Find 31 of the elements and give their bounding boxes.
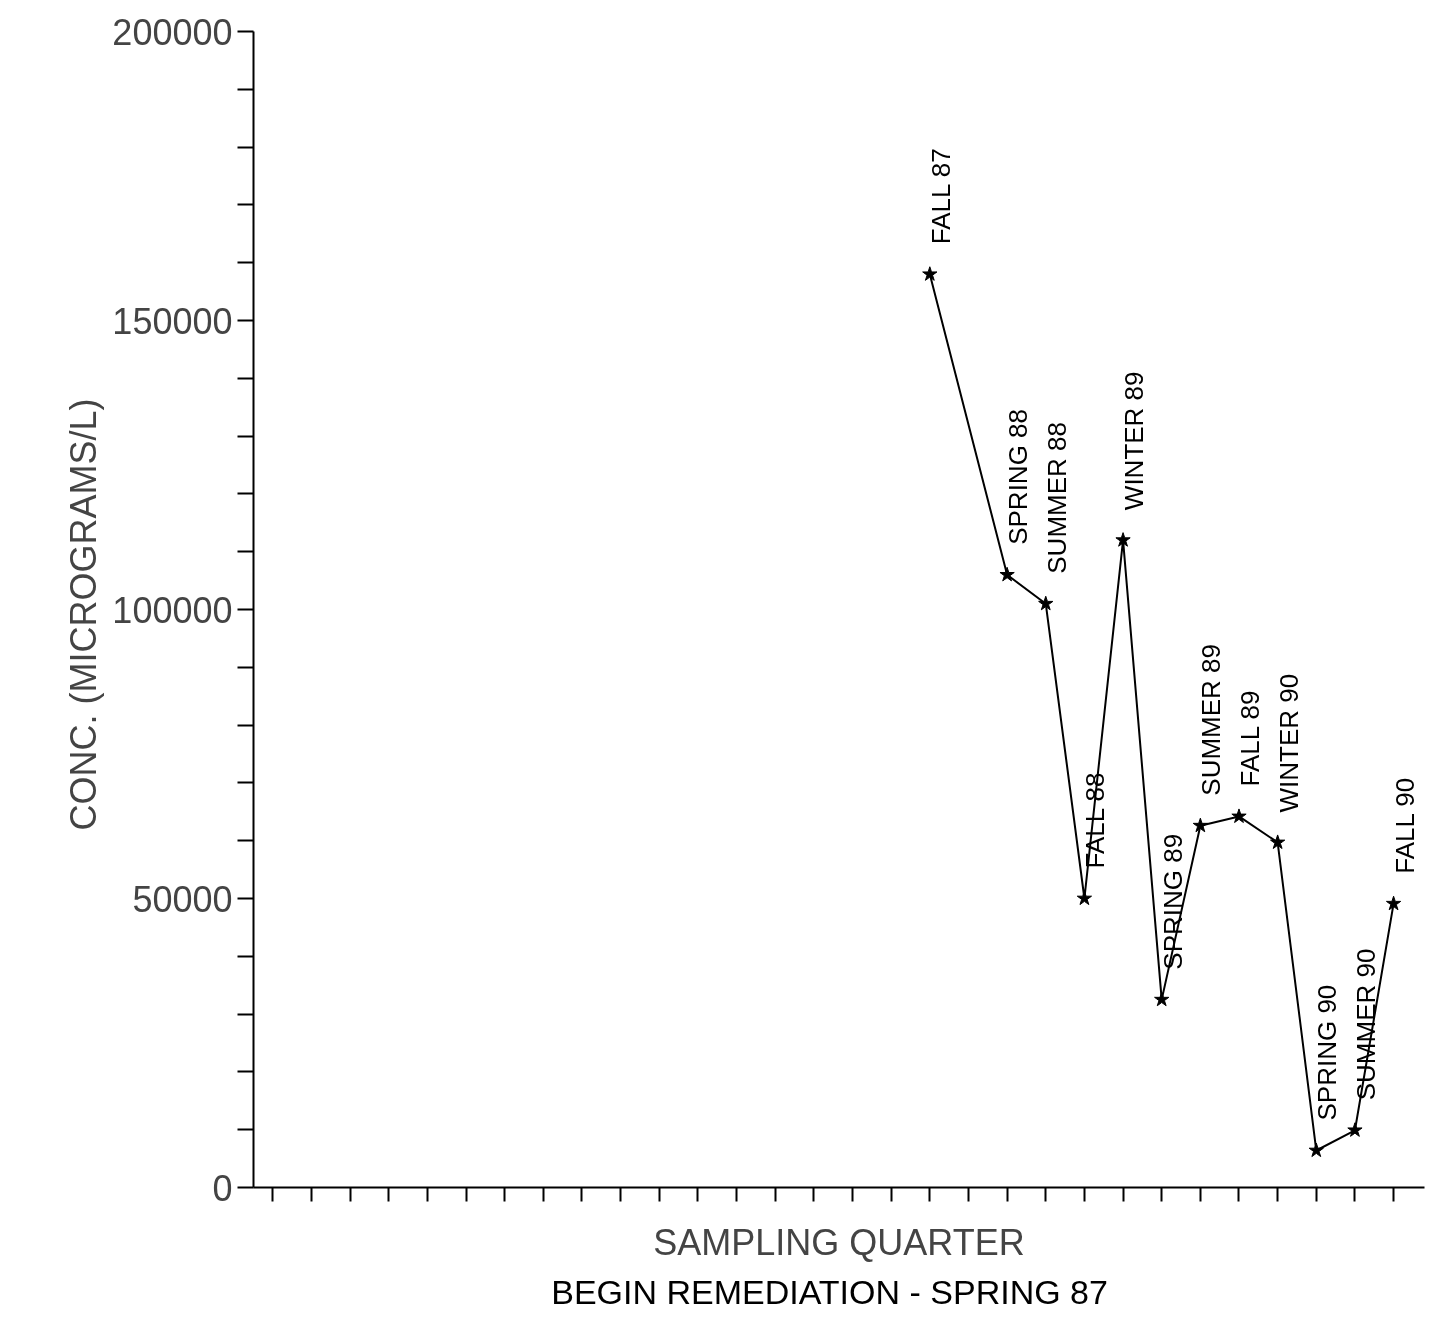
x-tick-label: SUMMER 88 [1041,422,1072,574]
x-tick-label: FALL 87 [925,148,956,245]
x-tick-label: SPRING 90 [1312,984,1343,1121]
x-tick-label: SPRING 89 [1157,833,1188,970]
point [1385,895,1402,911]
point [999,566,1015,582]
y-tick-label: 100000 [112,589,233,631]
text: BEGIN REMEDIATION - SPRING 87 [551,1272,1108,1311]
x-tick-label: FALL 88 [1080,772,1111,869]
point [1308,1142,1324,1158]
y-tick-label: 50000 [132,878,233,920]
x-tick-label: FALL 89 [1234,690,1265,787]
point [1038,595,1054,611]
x-tick-label: WINTER 89 [1119,371,1150,511]
x-tick-label: SUMMER 90 [1350,948,1381,1101]
point [1231,808,1247,823]
point [1115,532,1131,547]
x-tick-label: SUMMER 89 [1196,643,1227,796]
y-tick-label: 150000 [112,300,233,342]
y-tick-label: 200000 [112,11,233,53]
x-tick-label: FALL 90 [1389,777,1420,874]
y-tick-label: 0 [212,1167,233,1209]
point [1192,817,1208,833]
x-tick-label: SPRING 88 [1003,408,1034,545]
y-axis-title: CONC. (MICROGRAMS/L) [63,398,105,831]
x-axis-title: SAMPLING QUARTER [653,1221,1025,1263]
point [1347,1122,1363,1137]
x-tick-label: WINTER 90 [1273,673,1304,813]
point [1270,834,1286,849]
point [922,266,938,281]
point [1154,991,1170,1007]
